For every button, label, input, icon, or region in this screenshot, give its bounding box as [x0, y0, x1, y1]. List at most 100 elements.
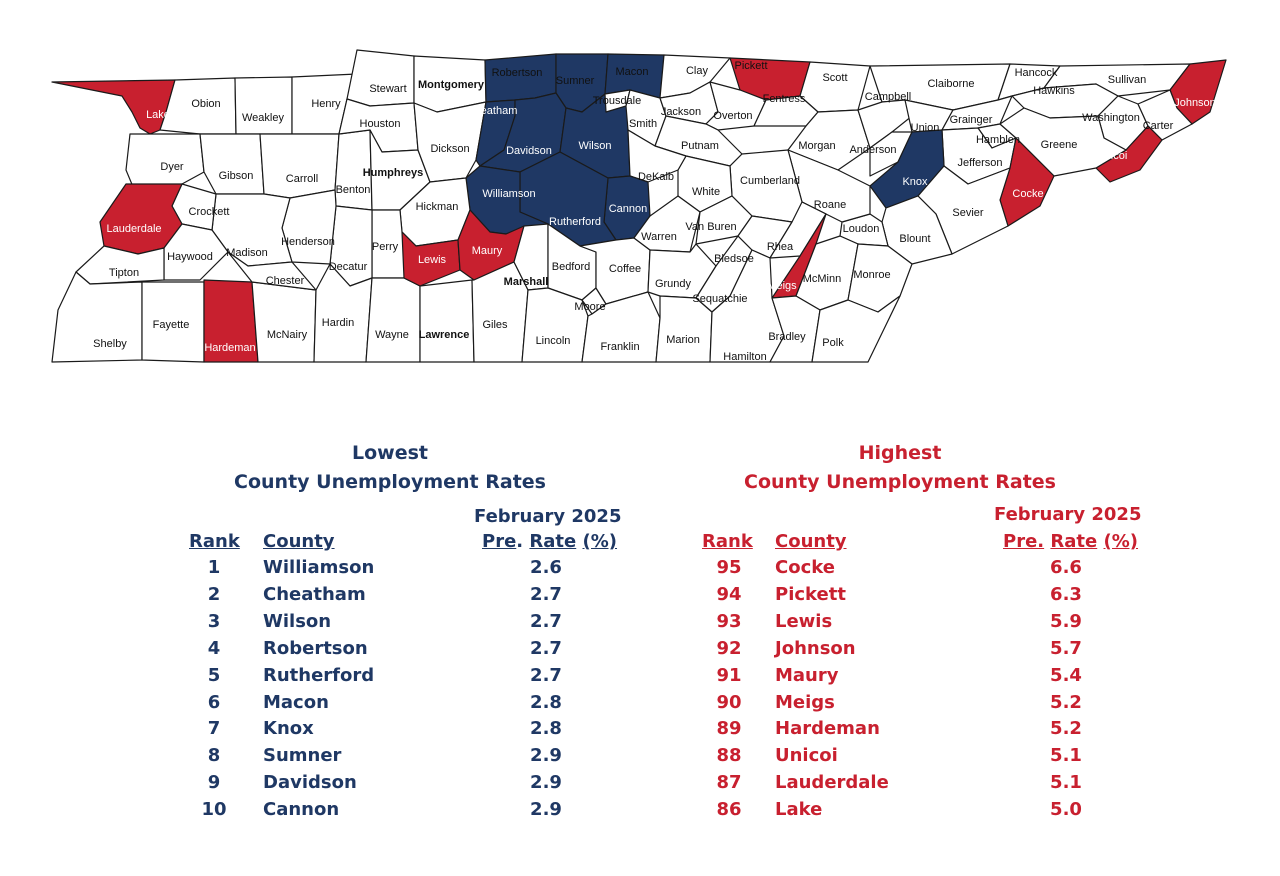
county-label-cannon: Cannon	[609, 203, 648, 215]
lowest-rank-cell: 3	[207, 610, 221, 632]
lowest-table-row: 6 Macon 2.8	[110, 691, 670, 718]
county-label-dickson: Dickson	[430, 143, 469, 155]
county-weakley	[234, 76, 293, 135]
county-label-decatur: Decatur	[329, 261, 368, 273]
county-label-humphreys: Humphreys	[363, 167, 424, 179]
county-label-polk: Polk	[822, 337, 844, 349]
county-overton	[705, 81, 767, 131]
county-label-benton: Benton	[336, 184, 371, 196]
highest-table-row: 95 Cocke 6.6	[620, 556, 1180, 583]
lowest-table-row: 3 Wilson 2.7	[110, 610, 670, 637]
lowest-county-cell: Knox	[263, 718, 314, 740]
county-label-grundy: Grundy	[655, 278, 692, 290]
county-label-dekalb: DeKalb	[638, 171, 674, 183]
lowest-rank-cell: 6	[207, 691, 221, 713]
county-scott	[799, 61, 871, 113]
county-label-morgan: Morgan	[798, 140, 835, 152]
county-label-unicoi: Unicoi	[1097, 150, 1128, 162]
county-label-rutherford: Rutherford	[549, 216, 601, 228]
highest-period-header: February 2025	[994, 504, 1142, 525]
lowest-rank-cell: 7	[207, 718, 221, 740]
county-henderson	[281, 189, 337, 265]
county-label-white: White	[692, 186, 720, 198]
county-label-stewart: Stewart	[369, 83, 406, 95]
lowest-county-cell: Cannon	[263, 799, 340, 821]
lowest-table-row: 8 Sumner 2.9	[110, 744, 670, 771]
highest-county-cell: Maury	[775, 664, 839, 686]
county-lincoln	[521, 287, 589, 363]
lowest-rank-cell: 5	[207, 664, 221, 686]
county-lake	[51, 79, 176, 135]
county-gibson	[199, 133, 265, 195]
highest-county-header: County	[775, 531, 847, 552]
lowest-county-cell: Robertson	[263, 637, 368, 659]
highest-rank-cell: 93	[716, 610, 742, 632]
county-label-fayette: Fayette	[153, 319, 190, 331]
highest-table-row: 91 Maury 5.4	[620, 664, 1180, 691]
highest-rate-cell: 5.1	[1050, 745, 1082, 767]
county-label-pickett: Pickett	[734, 60, 767, 72]
county-label-wayne: Wayne	[375, 329, 409, 341]
lowest-rank-cell: 10	[201, 799, 227, 821]
highest-table-row: 89 Hardeman 5.2	[620, 717, 1180, 744]
county-label-putnam: Putnam	[681, 140, 719, 152]
highest-rate-cell: 5.2	[1050, 718, 1082, 740]
lowest-table-row: 4 Robertson 2.7	[110, 637, 670, 664]
county-label-blount: Blount	[899, 233, 930, 245]
county-lawrence	[419, 279, 475, 363]
county-label-hamblen: Hamblen	[976, 134, 1020, 146]
lowest-pre-dot: .	[516, 531, 524, 552]
county-label-johnson: Johnson	[1174, 97, 1216, 109]
county-label-bledsoe: Bledsoe	[714, 253, 754, 265]
county-label-haywood: Haywood	[167, 251, 213, 263]
county-chester	[227, 251, 317, 291]
highest-table-row: 92 Johnson 5.7	[620, 637, 1180, 664]
county-label-lincoln: Lincoln	[536, 335, 571, 347]
county-label-sequatchie: Sequatchie	[692, 293, 747, 305]
highest-county-cell: Pickett	[775, 583, 846, 605]
county-label-fentress: Fentress	[763, 93, 806, 105]
county-label-chester: Chester	[266, 275, 305, 287]
county-dickson	[413, 101, 487, 183]
county-label-houston: Houston	[360, 118, 401, 130]
county-label-roane: Roane	[814, 199, 846, 211]
lowest-subtitle: County Unemployment Rates	[234, 471, 546, 493]
highest-rank-header: Rank	[702, 531, 753, 552]
county-label-carter: Carter	[1143, 120, 1174, 132]
county-label-maury: Maury	[472, 245, 503, 257]
highest-title: Highest	[858, 442, 942, 464]
lowest-rate-cell: 2.9	[530, 745, 562, 767]
county-label-jackson: Jackson	[661, 106, 701, 118]
county-label-obion: Obion	[191, 98, 220, 110]
county-label-hickman: Hickman	[416, 201, 459, 213]
county-label-carroll: Carroll	[286, 173, 318, 185]
highest-county-cell: Unicoi	[775, 745, 838, 767]
county-franklin	[581, 291, 661, 363]
county-label-giles: Giles	[482, 319, 508, 331]
county-label-wilson: Wilson	[578, 140, 611, 152]
lowest-county-cell: Davidson	[263, 772, 357, 794]
highest-rate-cell: 5.1	[1050, 772, 1082, 794]
county-label-anderson: Anderson	[849, 144, 896, 156]
highest-table-row: 93 Lewis 5.9	[620, 610, 1180, 637]
highest-pct-label: (%)	[1103, 531, 1139, 552]
highest-county-cell: Johnson	[775, 637, 856, 659]
lowest-table-row: 2 Cheatham 2.7	[110, 583, 670, 610]
county-label-meigs: Meigs	[767, 280, 797, 292]
county-label-lake: Lake	[146, 109, 170, 121]
county-label-coffee: Coffee	[609, 263, 641, 275]
county-label-moore: Moore	[574, 301, 605, 313]
highest-table-row: 88 Unicoi 5.1	[620, 744, 1180, 771]
county-label-trousdale: Trousdale	[593, 95, 642, 107]
county-label-williamson: Williamson	[482, 188, 535, 200]
county-wayne	[365, 277, 421, 363]
lowest-table-row: 7 Knox 2.8	[110, 717, 670, 744]
highest-rate-cell: 5.2	[1050, 691, 1082, 713]
lowest-rate-cell: 2.8	[530, 718, 562, 740]
county-label-sumner: Sumner	[556, 75, 595, 87]
county-label-loudon: Loudon	[843, 223, 880, 235]
highest-pre-label: Pre.	[1003, 531, 1045, 552]
highest-rate-cell: 5.9	[1050, 610, 1082, 632]
county-label-macon: Macon	[615, 66, 648, 78]
lowest-rate-cell: 2.9	[530, 772, 562, 794]
